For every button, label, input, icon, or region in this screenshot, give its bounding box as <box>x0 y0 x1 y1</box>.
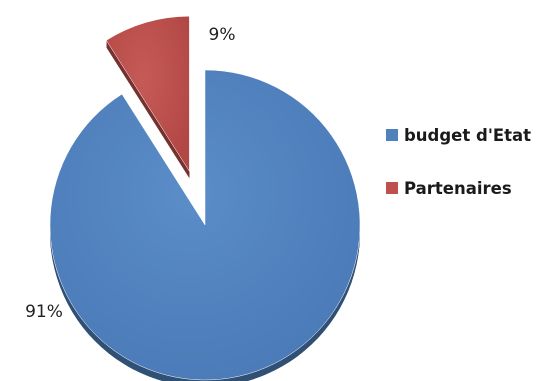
pie-slice-partenaires <box>105 15 190 173</box>
legend-label-budget: budget d'Etat <box>404 125 532 145</box>
legend-swatch-budget <box>386 129 398 141</box>
data-label-0: 91% <box>25 302 63 322</box>
legend-item-partenaires: Partenaires <box>386 175 554 201</box>
legend-swatch-partenaires <box>386 182 398 194</box>
pie-slice-budget-d-etat <box>49 69 361 381</box>
data-label-1: 9% <box>209 25 236 45</box>
legend-label-partenaires: Partenaires <box>404 178 512 198</box>
legend-item-budget: budget d'Etat <box>386 122 554 148</box>
legend: budget d'Etat Partenaires <box>386 122 554 228</box>
